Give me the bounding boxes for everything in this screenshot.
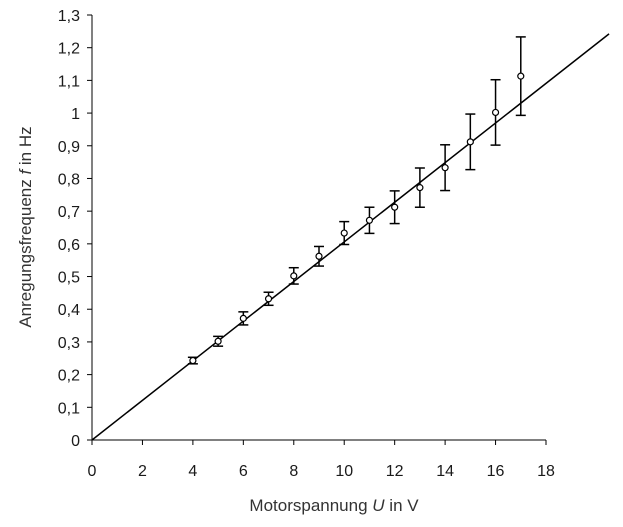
x-tick-label: 8 <box>289 463 298 480</box>
data-point <box>466 138 474 146</box>
data-point <box>340 229 348 237</box>
x-tick-label: 12 <box>386 463 404 480</box>
y-tick-label: 0,9 <box>58 139 80 156</box>
y-tick-label: 0,8 <box>58 171 80 188</box>
x-axis-title: Motorspannung U in V <box>249 496 419 515</box>
y-tick-label: 1,2 <box>58 41 80 58</box>
data-point <box>189 356 197 365</box>
data-point <box>214 337 222 345</box>
x-tick-label: 0 <box>88 463 97 480</box>
x-tick-label: 10 <box>335 463 353 480</box>
y-tick-label: 1,3 <box>58 8 80 25</box>
data-point <box>441 164 449 172</box>
y-tick-label: 1 <box>71 106 80 123</box>
x-tick-label: 18 <box>537 463 555 480</box>
x-tick-label: 16 <box>487 463 505 480</box>
y-axis-title-pre: Anregungsfrequenz <box>16 175 35 328</box>
y-tick-label: 0,2 <box>58 368 80 385</box>
y-axis-title: Anregungsfrequenz f in Hz <box>16 126 35 327</box>
data-point <box>391 203 399 211</box>
y-tick-label: 0,7 <box>58 204 80 221</box>
y-axis-ticks: 0 0,1 0,2 0,3 0,4 0,5 0,6 0,7 0,8 0,9 1 1,1 1,2 1,3 <box>58 8 92 450</box>
x-axis-title-var: U <box>372 496 385 515</box>
x-tick-label: 14 <box>436 463 454 480</box>
x-axis-title-pre: Motorspannung <box>249 496 372 515</box>
y-tick-label: 0 <box>71 433 80 450</box>
data-point <box>416 184 424 192</box>
y-axis-title-var: f <box>16 168 35 175</box>
data-point <box>315 252 323 260</box>
x-axis-title-post: in V <box>385 496 420 515</box>
data-point <box>517 72 525 80</box>
y-tick-label: 0,5 <box>58 270 80 287</box>
y-tick-label: 0,6 <box>58 237 80 254</box>
y-tick-label: 1,1 <box>58 73 80 90</box>
data-point <box>290 272 298 280</box>
data-point <box>264 295 273 303</box>
fit-line <box>91 33 610 441</box>
x-axis-ticks: 0 2 4 6 8 10 12 14 16 18 <box>88 440 555 480</box>
error-bars <box>187 36 526 365</box>
data-point <box>365 216 374 224</box>
data-point <box>239 314 247 322</box>
x-tick-label: 4 <box>188 463 197 480</box>
x-tick-label: 2 <box>138 463 147 480</box>
y-tick-label: 0,4 <box>58 302 80 319</box>
y-tick-label: 0,3 <box>58 335 80 352</box>
data-points <box>189 72 525 365</box>
y-tick-label: 0,1 <box>58 400 80 417</box>
x-tick-label: 6 <box>239 463 248 480</box>
y-axis-title-post: in Hz <box>16 126 35 169</box>
data-point <box>491 108 500 117</box>
